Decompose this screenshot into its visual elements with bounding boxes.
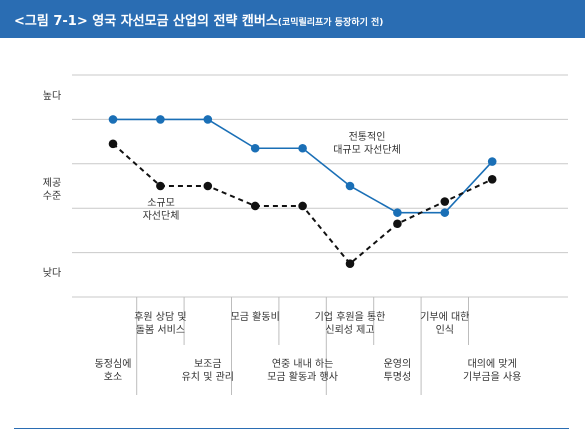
x-tick-label: 기업 후원을 통한 신뢰성 제고	[315, 310, 386, 336]
x-tick-label: 운영의 투명성	[384, 358, 412, 383]
point-large-charities	[203, 115, 213, 124]
x-tick-label: 모금 활동비	[231, 310, 280, 323]
y-label-low: 낮다	[43, 267, 61, 279]
point-large-charities	[250, 143, 260, 153]
point-small-charities	[203, 181, 213, 191]
y-label-high: 높다	[43, 90, 61, 102]
point-large-charities	[393, 208, 402, 217]
x-tick-label: 기부에 대한 인식	[420, 311, 469, 336]
point-small-charities	[298, 201, 307, 211]
x-tick-label: 동정심에 호소	[95, 358, 132, 383]
y-label-mid: 제공 수준	[43, 177, 61, 202]
point-small-charities	[156, 181, 165, 191]
point-small-charities	[108, 139, 118, 149]
x-tick-label: 후원 상담 및 돌봄 서비스	[134, 311, 186, 336]
point-small-charities	[250, 201, 260, 211]
point-large-charities	[487, 157, 497, 166]
point-small-charities	[345, 259, 355, 269]
figure-title: <그림 7-1> 영국 자선모금 산업의 전략 캔버스(코믹릴리프가 등장하기 …	[14, 14, 384, 29]
figure-header: <그림 7-1> 영국 자선모금 산업의 전략 캔버스(코믹릴리프가 등장하기 …	[0, 0, 585, 38]
point-large-charities	[440, 208, 450, 217]
label-large-charities: 전통적인 대규모 자선단체	[333, 131, 401, 156]
label-small-charities: 소규모 자선단체	[143, 197, 180, 222]
figure-subtitle: (코믹릴리프가 등장하기 전)	[277, 18, 384, 28]
point-small-charities	[393, 219, 402, 229]
point-small-charities	[440, 197, 450, 206]
x-tick-label: 보조금 유치 및 관리	[182, 358, 234, 383]
point-large-charities	[298, 143, 307, 153]
point-small-charities	[487, 175, 497, 184]
x-tick-label: 연중 내내 하는 모금 활동과 행사	[267, 357, 338, 383]
point-large-charities	[156, 115, 165, 124]
x-tick-label: 대의에 맞게 기부금을 사용	[463, 358, 521, 383]
point-large-charities	[345, 181, 355, 191]
bottom-rule	[14, 428, 569, 429]
point-large-charities	[108, 115, 118, 124]
